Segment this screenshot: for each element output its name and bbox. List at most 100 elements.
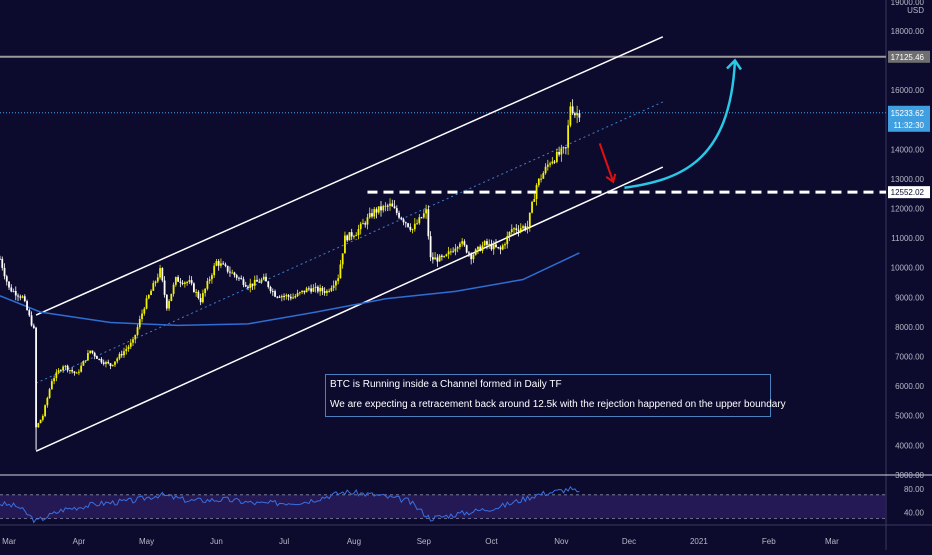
candle-up bbox=[116, 358, 119, 362]
candle-up bbox=[459, 243, 461, 248]
candle-up bbox=[141, 313, 143, 320]
candle-up bbox=[156, 277, 159, 282]
candle-up bbox=[438, 255, 441, 262]
candle-up bbox=[456, 247, 459, 249]
candle-up bbox=[280, 295, 283, 298]
candle-down bbox=[310, 288, 313, 292]
candle-up bbox=[413, 223, 416, 230]
currency-label: USD bbox=[907, 6, 924, 15]
candle-up bbox=[285, 295, 288, 297]
y-tick-label: 14000.00 bbox=[891, 145, 925, 154]
candle-up bbox=[492, 244, 495, 250]
candle-down bbox=[402, 219, 405, 223]
candle-up bbox=[549, 163, 551, 165]
candle-up bbox=[170, 293, 173, 301]
candle-down bbox=[267, 281, 270, 287]
candle-up bbox=[382, 206, 385, 211]
candle-down bbox=[386, 205, 389, 207]
candle-up bbox=[528, 212, 531, 227]
candle-up bbox=[576, 113, 579, 116]
candle-up bbox=[535, 185, 538, 200]
channel-lower-line[interactable] bbox=[35, 166, 664, 452]
candle-up bbox=[294, 296, 297, 298]
candle-up bbox=[506, 236, 509, 245]
candle-up bbox=[454, 248, 457, 252]
candle-up bbox=[461, 241, 464, 244]
candle-down bbox=[98, 358, 101, 360]
candle-down bbox=[91, 350, 94, 353]
candle-up bbox=[314, 286, 317, 288]
channel-upper-line[interactable] bbox=[35, 36, 664, 316]
candle-down bbox=[5, 276, 8, 282]
candle-up bbox=[337, 278, 340, 282]
candle-down bbox=[120, 354, 123, 356]
candle-down bbox=[251, 283, 254, 286]
x-tick-label: Dec bbox=[622, 537, 636, 546]
candle-down bbox=[371, 213, 373, 217]
candle-down bbox=[515, 228, 518, 230]
candle-up bbox=[154, 281, 157, 284]
candle-down bbox=[440, 255, 443, 257]
candle-down bbox=[289, 296, 292, 299]
candle-down bbox=[226, 265, 229, 272]
candle-up bbox=[123, 351, 125, 356]
candle-down bbox=[497, 247, 500, 249]
candle-down bbox=[217, 261, 220, 266]
candle-down bbox=[468, 252, 470, 254]
candle-up bbox=[220, 263, 222, 266]
candle-up bbox=[147, 295, 150, 299]
candle-up bbox=[46, 397, 49, 406]
y-tick-label: 8000.00 bbox=[895, 323, 924, 332]
candle-up bbox=[353, 236, 355, 238]
x-tick-label: 2021 bbox=[690, 537, 708, 546]
candle-up bbox=[145, 298, 148, 309]
candle-down bbox=[59, 370, 62, 372]
candle-up bbox=[567, 125, 570, 148]
candle-down bbox=[524, 226, 527, 230]
candle-up bbox=[330, 287, 333, 291]
candle-down bbox=[429, 236, 432, 258]
candle-down bbox=[181, 282, 184, 284]
last-price-label: 15233.62 bbox=[891, 109, 925, 118]
candle-down bbox=[23, 296, 26, 302]
candle-up bbox=[296, 293, 299, 297]
candle-down bbox=[73, 371, 76, 373]
candle-up bbox=[305, 288, 308, 293]
candle-up bbox=[172, 284, 175, 294]
x-tick-label: Aug bbox=[347, 537, 361, 546]
candle-up bbox=[50, 381, 53, 390]
candle-up bbox=[136, 327, 139, 335]
candle-up bbox=[368, 213, 371, 218]
candle-down bbox=[10, 287, 13, 292]
candle-down bbox=[495, 244, 497, 248]
candle-up bbox=[134, 334, 137, 340]
annotation-box[interactable]: BTC is Running inside a Channel formed i… bbox=[325, 374, 786, 417]
x-tick-label: Sep bbox=[417, 537, 432, 546]
candle-up bbox=[562, 147, 565, 149]
candle-up bbox=[129, 342, 132, 347]
candle-down bbox=[93, 352, 96, 357]
candle-up bbox=[89, 350, 92, 354]
candle-up bbox=[416, 223, 418, 225]
candle-down bbox=[380, 206, 382, 211]
candle-down bbox=[283, 295, 285, 297]
down-arrow-head bbox=[605, 173, 617, 184]
candle-down bbox=[578, 113, 581, 118]
candle-up bbox=[48, 389, 51, 398]
candle-down bbox=[197, 291, 200, 298]
candle-up bbox=[118, 354, 121, 359]
candle-up bbox=[335, 281, 337, 286]
candle-down bbox=[564, 147, 567, 149]
candle-up bbox=[82, 360, 85, 366]
candle-down bbox=[96, 356, 98, 359]
candle-up bbox=[544, 166, 547, 174]
candle-up bbox=[513, 228, 515, 230]
candle-down bbox=[465, 245, 468, 253]
down-arrow-shaft bbox=[598, 143, 615, 183]
candle-down bbox=[235, 275, 238, 278]
candle-up bbox=[411, 229, 414, 231]
resistance-price-label: 17125.46 bbox=[891, 53, 925, 62]
candle-down bbox=[452, 251, 455, 253]
